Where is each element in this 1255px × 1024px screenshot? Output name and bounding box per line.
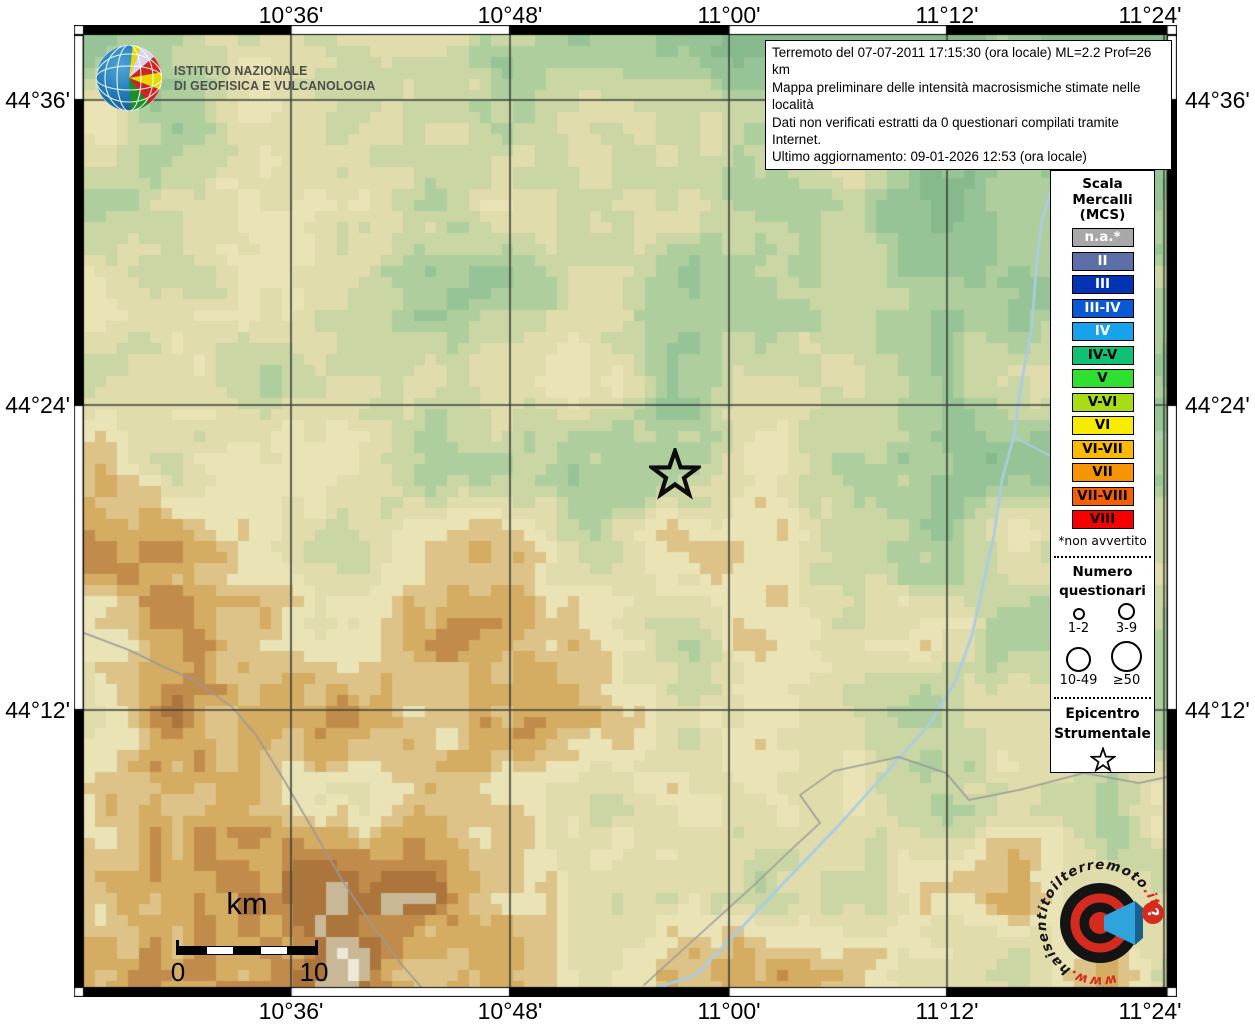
size-label-3: 10-49 — [1059, 673, 1098, 688]
axis-label-top-1: 10°36' — [258, 2, 324, 28]
ingv-name-line1: ISTITUTO NAZIONALE — [174, 63, 308, 78]
axis-label-bottom-1: 10°36' — [258, 998, 324, 1024]
axis-label-bottom-2: 10°48' — [477, 998, 543, 1024]
mercalli-item-viii: VIII — [1071, 510, 1134, 529]
legend-footnote: *non avvertito — [1058, 534, 1147, 548]
size-label-2: 3-9 — [1115, 621, 1138, 636]
mercalli-item-iii: III — [1071, 275, 1134, 294]
axis-label-right-3: 44°12' — [1185, 697, 1250, 723]
mercalli-item-ii: II — [1071, 251, 1134, 271]
axis-label-top-5: 11°24' — [1118, 2, 1182, 28]
question-mark-icon: ? — [1142, 902, 1164, 924]
size-circle-3-icon — [1066, 647, 1091, 672]
legend-title-line1: Scala — [1082, 176, 1123, 192]
legend-divider — [1054, 556, 1151, 558]
legend-panel: Scala Mercalli (MCS) n.a.* II III III-IV… — [1050, 170, 1155, 773]
axis-label-top-3: 11°00' — [697, 2, 761, 28]
mercalli-item-na: n.a.* — [1071, 228, 1134, 247]
axis-label-left-2: 44°24' — [5, 392, 70, 418]
haisentito-watermark-badge: ? www.haisentitoilterremoto.it — [1034, 857, 1164, 989]
size-label-1: 1-2 — [1067, 621, 1090, 636]
axis-label-right-1: 44°36' — [1185, 87, 1250, 113]
epicenter-title-line1: Epicentro — [1065, 706, 1140, 722]
scale-end-label: 10 — [299, 957, 329, 987]
earthquake-info-box: Terremoto del 07-07-2011 17:15:30 (ora l… — [765, 40, 1172, 170]
mercalli-item-vi-vii: VI-VII — [1071, 439, 1134, 459]
terrain-map — [74, 25, 1177, 997]
info-line-event: Terremoto del 07-07-2011 17:15:30 (ora l… — [772, 45, 1152, 78]
size-label-4: ≥50 — [1112, 673, 1141, 688]
scale-bar — [176, 940, 318, 958]
scale-start-label: 0 — [170, 957, 186, 987]
questionnaire-size-grid: 1-2 3-9 10-49 ≥50 — [1055, 603, 1151, 689]
mercalli-item-vi: VI — [1071, 416, 1134, 435]
size-circle-4-icon — [1111, 641, 1142, 672]
mercalli-item-iv: IV — [1071, 322, 1134, 341]
scale-unit-label: km — [226, 886, 268, 921]
epicenter-title-line2: Strumentale — [1054, 726, 1151, 742]
questionnaires-title-line1: Numero — [1072, 564, 1133, 580]
ingv-name-line2: DI GEOFISICA E VULCANOLOGIA — [174, 78, 376, 93]
legend-star-icon — [1088, 745, 1117, 772]
axis-label-bottom-3: 11°00' — [697, 998, 761, 1024]
questionnaires-title-line2: questionari — [1059, 583, 1146, 599]
mercalli-item-vii: VII — [1071, 463, 1134, 482]
size-circle-2-icon — [1118, 603, 1135, 620]
legend-title-line3: (MCS) — [1079, 207, 1126, 223]
axis-label-right-2: 44°24' — [1185, 392, 1250, 418]
info-line-map: Mappa preliminare delle intensità macros… — [772, 79, 1141, 113]
legend-title-line2: Mercalli — [1072, 191, 1133, 208]
legend-divider-2 — [1054, 697, 1151, 699]
axis-label-bottom-5: 11°24' — [1118, 998, 1182, 1024]
axis-label-bottom-4: 11°12' — [915, 998, 979, 1024]
axis-label-left-1: 44°36' — [5, 87, 70, 113]
scale-tick-right — [315, 940, 318, 955]
axis-label-top-4: 11°12' — [915, 2, 979, 28]
axis-label-left-3: 44°12' — [5, 697, 70, 723]
size-circle-1-icon — [1072, 608, 1085, 620]
mercalli-item-v-vi: V-VI — [1071, 392, 1134, 412]
info-line-data: Dati non verificati estratti da 0 questi… — [772, 114, 1119, 148]
epicenter-star-icon — [649, 448, 701, 500]
info-line-update: Ultimo aggiornamento: 09-01-2026 12:53 (… — [772, 149, 1087, 165]
axis-label-top-2: 10°48' — [477, 2, 543, 28]
mercalli-item-v: V — [1071, 369, 1134, 388]
scale-tick-left — [176, 940, 179, 955]
ingv-globe-icon — [96, 45, 162, 111]
ingv-logo: ISTITUTO NAZIONALE DI GEOFISICA E VULCAN… — [93, 42, 388, 114]
mercalli-item-vii-viii: VII-VIII — [1071, 486, 1134, 506]
mercalli-item-iii-iv: III-IV — [1071, 298, 1134, 318]
megaphone-icon — [1104, 901, 1143, 945]
mercalli-item-iv-v: IV-V — [1071, 345, 1134, 365]
